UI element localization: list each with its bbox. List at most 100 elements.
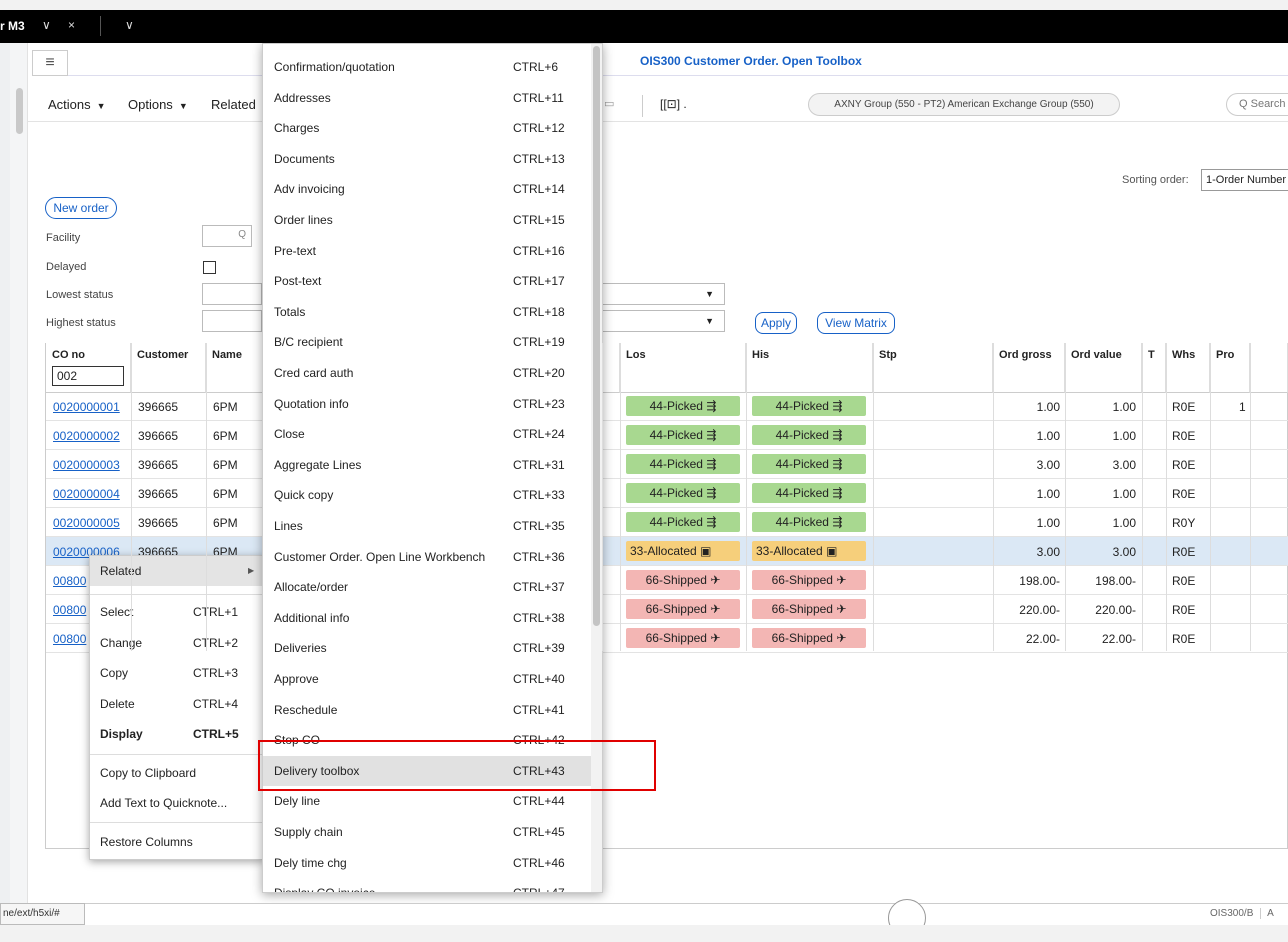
related-menu-item[interactable]: Quotation info CTRL+23 [263, 389, 592, 419]
co-number-link[interactable]: 00800 [53, 603, 87, 617]
table-row[interactable]: 0020000003 396665 6PM 44-Picked ⇶ 44-Pic… [46, 450, 1288, 479]
related-menu-item[interactable]: Deliveries CTRL+39 [263, 633, 592, 663]
lowest-status-dropdown[interactable]: ▼ [602, 283, 725, 305]
table-row[interactable]: 00800 66-Shipped ✈ 66-Shipped ✈ 22.00- 2… [46, 624, 1288, 653]
related-menu-item[interactable]: Totals CTRL+18 [263, 297, 592, 327]
column-header-stp[interactable]: Stp [873, 343, 993, 393]
context-item-change[interactable]: Change CTRL+2 [100, 636, 239, 650]
related-menu-item[interactable]: Reschedule CTRL+41 [263, 695, 592, 725]
submenu-scrollbar[interactable] [593, 46, 600, 626]
table-row[interactable]: 00800 66-Shipped ✈ 66-Shipped ✈ 220.00- … [46, 595, 1288, 624]
column-header-whs[interactable]: Whs [1166, 343, 1210, 393]
context-item-add-quicknote[interactable]: Add Text to Quicknote... [100, 796, 228, 810]
toolbar [28, 86, 1288, 122]
context-item-copy[interactable]: Copy CTRL+3 [100, 666, 239, 680]
co-number-link[interactable]: 00800 [53, 632, 87, 646]
menu-item-label: Cred card auth [274, 366, 354, 380]
ord-value-cell: 1.00 [1112, 400, 1136, 414]
related-menu-item[interactable]: Post-text CTRL+17 [263, 266, 592, 296]
actions-menu[interactable]: Actions ▼ [48, 97, 106, 112]
related-menu-item[interactable]: Display CO invoice CTRL+47 [263, 878, 592, 892]
menu-item-label: Supply chain [274, 825, 343, 839]
hamburger-menu-icon[interactable]: ≡ [32, 50, 68, 76]
menu-item-shortcut: CTRL+36 [513, 549, 565, 564]
co-number-link[interactable]: 0020000002 [53, 429, 120, 443]
apply-button[interactable]: Apply [755, 312, 797, 334]
highest-status-select[interactable] [202, 310, 262, 332]
column-header-co-no[interactable]: CO no [46, 343, 131, 393]
related-menu-item[interactable]: Lines CTRL+35 [263, 511, 592, 541]
tab-close-icon[interactable]: × [68, 18, 76, 32]
related-menu-item[interactable]: Documents CTRL+13 [263, 144, 592, 174]
menu-item-label: Quick copy [274, 488, 334, 503]
column-header-los[interactable]: Los [620, 343, 746, 393]
tab-title[interactable]: r M3 [0, 19, 25, 33]
lowest-status-select[interactable] [202, 283, 262, 305]
column-header-name[interactable]: Name [206, 343, 264, 393]
related-menu-item[interactable]: Order lines CTRL+15 [263, 205, 592, 235]
related-menu-item[interactable]: Customer Order. Open Line Workbench CTRL+… [263, 542, 592, 572]
related-menu[interactable]: Related [211, 97, 256, 112]
co-number-link[interactable]: 0020000003 [53, 458, 120, 472]
delayed-checkbox[interactable] [203, 261, 216, 274]
shortcut-icon[interactable]: [[⊡] . [660, 97, 687, 111]
co-no-filter-input[interactable]: 002 [52, 366, 124, 386]
ord-value-cell: 1.00 [1112, 429, 1136, 443]
related-menu-item[interactable]: Adv invoicing CTRL+14 [263, 174, 592, 204]
status-icon: ✈ [836, 631, 847, 645]
related-menu-item[interactable]: Pre-text CTRL+16 [263, 236, 592, 266]
related-menu-item[interactable]: Allocate/order CTRL+37 [263, 572, 592, 602]
related-menu-item[interactable]: Quick copy CTRL+33 [263, 480, 592, 510]
sidebar-scrollbar[interactable] [16, 88, 23, 134]
co-number-link[interactable]: 0020000005 [53, 516, 120, 530]
related-menu-item[interactable]: Dely time chg CTRL+46 [263, 848, 592, 878]
column-divider [993, 343, 994, 651]
column-header-customer[interactable]: Customer [131, 343, 206, 393]
column-header-ord-gross[interactable]: Ord gross [993, 343, 1065, 393]
related-menu-item[interactable]: Aggregate Lines CTRL+31 [263, 450, 592, 480]
related-menu-item[interactable]: Approve CTRL+40 [263, 664, 592, 694]
related-menu-item[interactable]: Addresses CTRL+11 [263, 83, 592, 113]
column-header-t[interactable]: T [1142, 343, 1166, 393]
co-number-link[interactable]: 0020000001 [53, 400, 120, 414]
ord-gross-cell: 22.00- [1025, 632, 1060, 646]
sorting-order-select[interactable]: 1-Order Number [1201, 169, 1288, 191]
table-row[interactable]: 0020000002 396665 6PM 44-Picked ⇶ 44-Pic… [46, 421, 1288, 450]
table-row[interactable]: 0020000004 396665 6PM 44-Picked ⇶ 44-Pic… [46, 479, 1288, 508]
related-menu-item[interactable]: Charges CTRL+12 [263, 113, 592, 143]
related-menu-item[interactable]: Cred card auth CTRL+20 [263, 358, 592, 388]
related-menu-item[interactable]: Confirmation/quotation CTRL+6 [263, 52, 592, 82]
facility-field[interactable]: Q [202, 225, 252, 247]
co-number-link[interactable]: 00800 [53, 574, 87, 588]
context-item-related[interactable]: Related ▶ [90, 556, 265, 586]
calendar-icon[interactable]: ▭ [604, 98, 615, 110]
context-item-display[interactable]: Display CTRL+5 [100, 727, 239, 741]
table-row[interactable]: 00800 66-Shipped ✈ 66-Shipped ✈ 198.00- … [46, 566, 1288, 595]
column-header-pro[interactable]: Pro [1210, 343, 1250, 393]
related-menu-item[interactable]: Dely line CTRL+44 [263, 786, 592, 816]
related-menu-item[interactable]: Delivery toolbox CTRL+43 [263, 755, 592, 786]
context-item-select[interactable]: Select CTRL+1 [100, 605, 239, 619]
column-header-his[interactable]: His [746, 343, 873, 393]
related-menu-item[interactable]: Supply chain CTRL+45 [263, 817, 592, 847]
table-row[interactable]: 0020000001 396665 6PM 44-Picked ⇶ 44-Pic… [46, 392, 1288, 421]
tab-menu-chevron-icon[interactable]: ∨ [125, 18, 134, 32]
context-item-copy-to-clipboard[interactable]: Copy to Clipboard [100, 766, 197, 780]
new-order-button[interactable]: New order [45, 197, 117, 219]
customer-cell: 396665 [138, 487, 179, 501]
context-item-delete[interactable]: Delete CTRL+4 [100, 697, 239, 711]
highest-status-dropdown[interactable]: ▼ [602, 310, 725, 332]
co-number-link[interactable]: 0020000004 [53, 487, 120, 501]
table-row[interactable]: 0020000005 396665 6PM 44-Picked ⇶ 44-Pic… [46, 508, 1288, 537]
related-menu-item[interactable]: B/C recipient CTRL+19 [263, 327, 592, 357]
tab-chevron-icon[interactable]: ∨ [42, 18, 51, 32]
related-menu-item[interactable]: Additional info CTRL+38 [263, 603, 592, 633]
column-header-ord-value[interactable]: Ord value [1065, 343, 1142, 393]
search-input[interactable]: Q Search [1226, 93, 1288, 116]
context-item-restore-columns[interactable]: Restore Columns [100, 835, 193, 849]
menu-item-shortcut: CTRL+24 [513, 427, 565, 442]
view-matrix-button[interactable]: View Matrix [817, 312, 895, 334]
related-menu-item[interactable]: Close CTRL+24 [263, 419, 592, 449]
options-menu[interactable]: Options ▼ [128, 97, 188, 112]
company-group-chip[interactable]: AXNY Group (550 - PT2) American Exchange… [808, 93, 1120, 116]
